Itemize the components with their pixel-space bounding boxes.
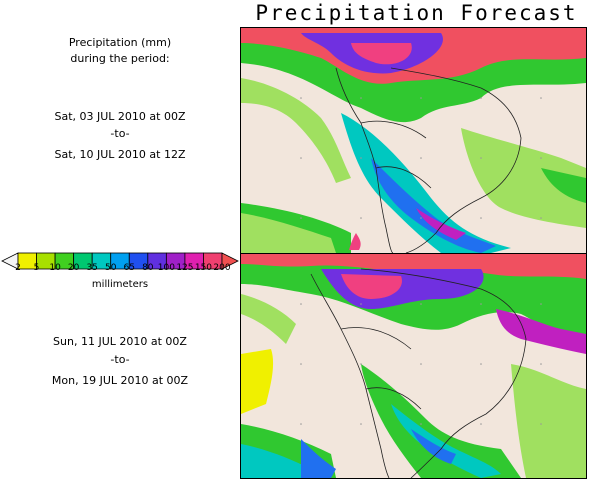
forecast-map-period2: [240, 253, 587, 479]
colorbar-tick-label: 5: [33, 263, 40, 273]
legend-heading-line2: during the period:: [70, 52, 170, 65]
colorbar-arrow-high: [221, 252, 239, 270]
colorbar-units: millimeters: [91, 279, 149, 290]
period1-sep: -to-: [110, 127, 130, 140]
colorbar-tick-label: 35: [86, 263, 98, 273]
map2-coastlines: [310, 268, 527, 478]
colorbar-tick-label: 200: [213, 263, 231, 273]
period1-end: Sat, 10 JUL 2010 at 12Z: [54, 148, 186, 161]
colorbar-tick-label: 125: [176, 263, 194, 273]
colorbar-tick-label: 10: [49, 263, 61, 273]
legend-heading-line1: Precipitation (mm): [68, 36, 172, 49]
period1-start: Sat, 03 JUL 2010 at 00Z: [54, 110, 186, 123]
period2-sep: -to-: [110, 353, 130, 366]
period2-end: Mon, 19 JUL 2010 at 00Z: [51, 374, 189, 387]
page-title: Precipitation Forecast: [255, 1, 578, 25]
legend-heading: Precipitation (mm) during the period:: [0, 35, 240, 67]
colorbar-tick-label: 65: [123, 263, 135, 273]
colorbar-tick-label: 100: [157, 263, 175, 273]
map1-coastlines: [335, 67, 522, 253]
map2-precip-fields: [241, 254, 586, 478]
map1-gridlines: [300, 97, 542, 219]
colorbar-tick-label: 150: [194, 263, 213, 273]
colorbar-tick-label: 50: [104, 263, 117, 273]
map2-gridlines: [300, 303, 542, 425]
colorbar-tick-label: 80: [142, 263, 154, 273]
precip-colorbar: [1, 252, 239, 270]
colorbar-tick-label: 2: [15, 263, 21, 273]
colorbar-tick-label: 20: [67, 263, 80, 273]
map1-precip-fields: [241, 28, 586, 253]
period2-start: Sun, 11 JUL 2010 at 00Z: [53, 335, 187, 348]
forecast-map-period1: [240, 27, 587, 254]
